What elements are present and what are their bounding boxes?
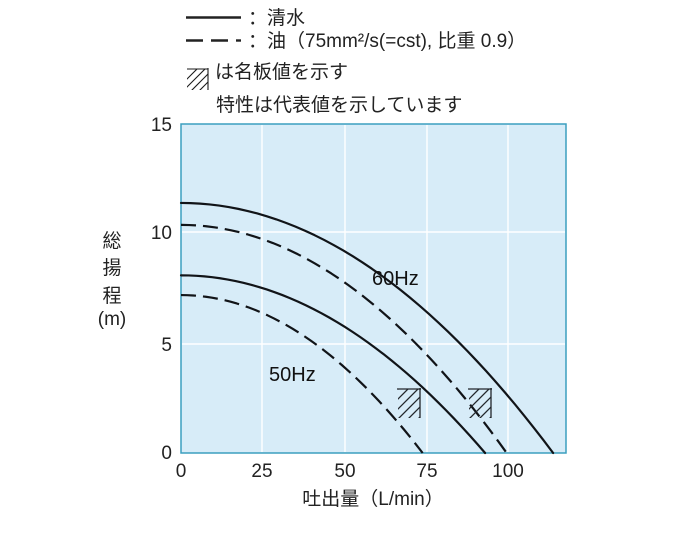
svg-text:：清水: ：清水 — [248, 7, 305, 29]
svg-text:15: 15 — [151, 115, 172, 136]
svg-text:50: 50 — [334, 461, 355, 482]
svg-text:5: 5 — [161, 335, 172, 356]
svg-text:(m): (m) — [98, 309, 126, 330]
svg-text:：油（75mm²/s(=cst), 比重 0.9）: ：油（75mm²/s(=cst), 比重 0.9） — [248, 30, 526, 52]
svg-text:10: 10 — [151, 223, 172, 244]
svg-text:総: 総 — [102, 230, 121, 252]
svg-text:吐出量（L/min）: 吐出量（L/min） — [302, 488, 443, 510]
svg-text:揚: 揚 — [102, 257, 121, 279]
svg-text:程: 程 — [102, 285, 121, 307]
svg-text:75: 75 — [416, 461, 437, 482]
svg-text:25: 25 — [251, 461, 272, 482]
svg-text:0: 0 — [176, 461, 187, 482]
svg-text:50Hz: 50Hz — [269, 364, 316, 386]
svg-text:0: 0 — [161, 443, 172, 464]
svg-text:は名板値を示す: は名板値を示す — [215, 61, 348, 83]
svg-text:100: 100 — [492, 461, 524, 482]
svg-text:特性は代表値を示しています: 特性は代表値を示しています — [216, 94, 462, 116]
svg-text:60Hz: 60Hz — [372, 268, 419, 290]
